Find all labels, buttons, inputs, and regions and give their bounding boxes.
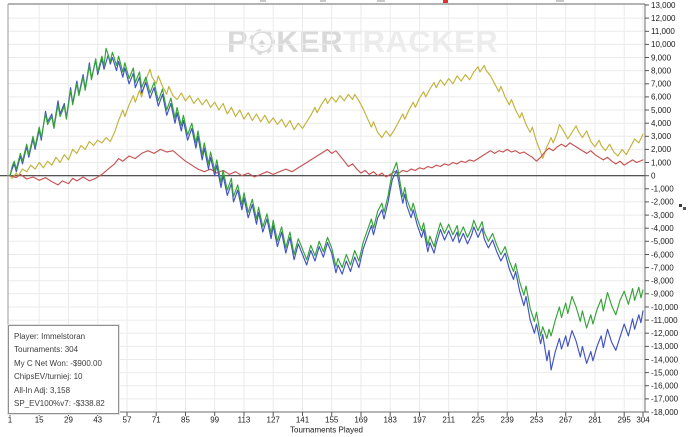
y-tick-label: -3,000	[651, 211, 674, 220]
cropped-legend-fragment	[556, 0, 564, 2]
y-tick-label: -18,000	[651, 408, 679, 417]
x-tick-label: 1	[8, 416, 13, 425]
x-tick-label: 57	[123, 416, 132, 425]
summary-line: All-In Adj: 3,158	[14, 385, 71, 395]
x-tick-label: 29	[64, 416, 73, 425]
x-tick-label: 141	[296, 416, 310, 425]
y-tick-label: -2,000	[651, 198, 674, 207]
y-tick-label: -12,000	[651, 329, 679, 338]
x-tick-label: 281	[588, 416, 602, 425]
y-tick-label: -8,000	[651, 277, 674, 286]
x-tick-label: 169	[354, 416, 368, 425]
x-tick-label: 197	[413, 416, 427, 425]
small-artifact-glyph	[679, 204, 689, 212]
y-tick-label: 6,000	[651, 93, 672, 102]
x-tick-label: 239	[501, 416, 515, 425]
cropped-legend-fragment	[320, 0, 326, 2]
y-tick-label: -9,000	[651, 290, 674, 299]
y-tick-label: -11,000	[651, 316, 678, 325]
x-tick-label: 127	[267, 416, 281, 425]
x-tick-label: 71	[152, 416, 161, 425]
y-tick-label: -4,000	[651, 224, 674, 233]
x-tick-label: 155	[325, 416, 339, 425]
red-line-series	[9, 142, 644, 186]
cropped-legend-red-fragment	[443, 0, 448, 3]
x-tick-label: 267	[559, 416, 573, 425]
y-tick-label: -6,000	[651, 250, 674, 259]
y-tick-label: 7,000	[651, 80, 672, 89]
y-tick-label: -14,000	[651, 355, 679, 364]
y-tick-label: 5,000	[651, 106, 672, 115]
x-tick-label: 43	[93, 416, 102, 425]
y-tick-label: -1,000	[651, 185, 674, 194]
x-tick-label: 15	[35, 416, 44, 425]
x-tick-label: 85	[181, 416, 190, 425]
summary-line: Tournaments: 304	[14, 345, 79, 355]
blue-line-series	[9, 54, 644, 371]
x-tick-label: 113	[238, 416, 251, 425]
y-tick-label: -16,000	[651, 382, 679, 391]
yellow-line-series	[9, 64, 644, 179]
x-tick-label: 253	[530, 416, 544, 425]
y-tick-label: 11,000	[651, 27, 675, 36]
y-tick-label: -10,000	[651, 303, 679, 312]
x-tick-label: 211	[442, 416, 455, 425]
y-tick-label: 3,000	[651, 132, 672, 141]
y-tick-label: -7,000	[651, 263, 674, 272]
x-tick-label: 225	[471, 416, 485, 425]
y-tick-label: 12,000	[651, 14, 676, 23]
x-tick-label: 99	[210, 416, 219, 425]
y-tick-label: -5,000	[651, 237, 674, 246]
y-tick-label: 0	[651, 172, 656, 181]
green-line-series	[9, 47, 644, 340]
x-axis-title: Tournaments Played	[290, 426, 363, 435]
summary-line: Player: Immelstoran	[14, 332, 86, 341]
x-tick-label: 295	[618, 416, 632, 425]
y-tick-label: 8,000	[651, 66, 672, 75]
y-tick-label: 10,000	[651, 40, 676, 49]
y-tick-label: -17,000	[651, 395, 679, 404]
summary-line: SP_EV100%v7: -$338.82	[14, 399, 105, 409]
player-summary-box: Player: Immelstoran Tournaments: 304 My C …	[8, 325, 119, 415]
cropped-legend-fragment	[377, 0, 385, 2]
summary-line: My C Net Won: -$900.00	[14, 358, 102, 368]
cropped-legend-fragment	[260, 0, 266, 2]
y-tick-label: 4,000	[651, 119, 672, 128]
x-tick-label: 183	[384, 416, 398, 425]
y-tick-label: -13,000	[651, 342, 679, 351]
y-tick-label: 1,000	[651, 158, 672, 167]
y-tick-label: -15,000	[651, 368, 679, 377]
y-tick-label: 9,000	[651, 53, 672, 62]
y-tick-label: 13,000	[651, 1, 676, 10]
x-tick-label: 304	[636, 416, 650, 425]
watermark-text-p: P	[227, 26, 248, 58]
y-tick-label: 2,000	[651, 145, 672, 154]
summary-line: ChipsEV/turniej: 10	[14, 372, 83, 382]
